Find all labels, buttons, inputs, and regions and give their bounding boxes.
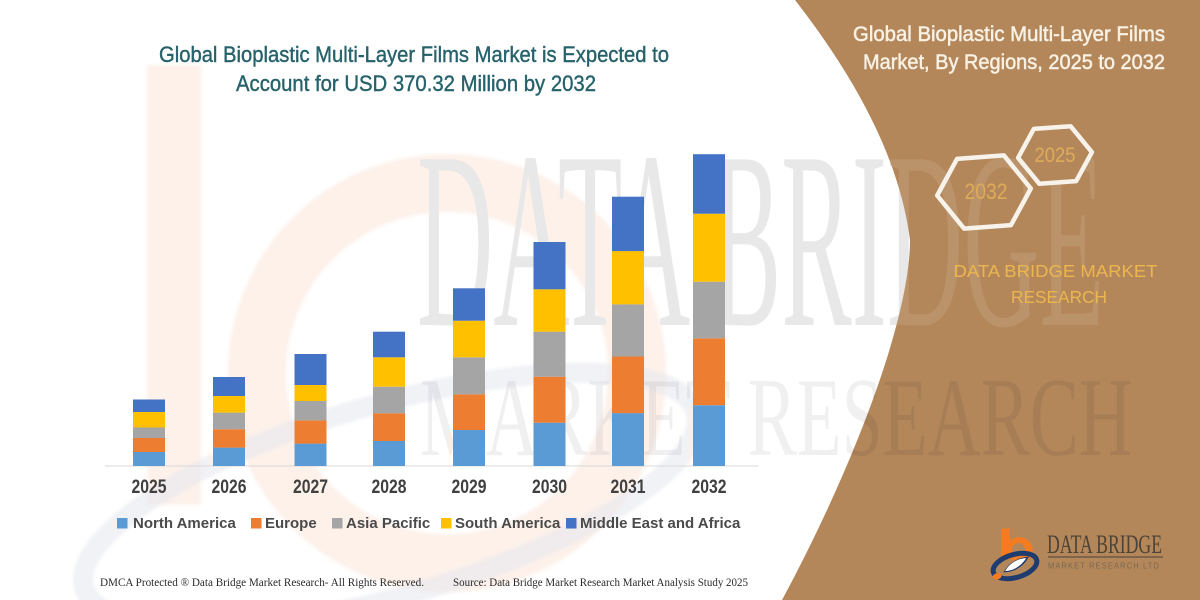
svg-text:2026: 2026 <box>212 477 247 498</box>
svg-text:2032: 2032 <box>965 179 1008 204</box>
svg-text:2025: 2025 <box>1035 144 1076 167</box>
svg-text:2029: 2029 <box>452 477 487 498</box>
svg-text:MARKET RESEARCH: MARKET RESEARCH <box>420 356 1132 480</box>
svg-text:North America: North America <box>133 515 236 532</box>
svg-text:Source: Data Bridge Market Res: Source: Data Bridge Market Research Mark… <box>453 575 748 589</box>
svg-text:DATA BRIDGE: DATA BRIDGE <box>1047 530 1162 559</box>
svg-text:Market, By Regions, 2025 to 20: Market, By Regions, 2025 to 2032 <box>863 51 1165 74</box>
svg-text:2031: 2031 <box>611 477 646 498</box>
svg-text:Global Bioplastic Multi-Layer: Global Bioplastic Multi-Layer Films <box>853 23 1165 46</box>
svg-text:Asia Pacific: Asia Pacific <box>346 515 430 532</box>
svg-text:DMCA Protected ® Data Bridge M: DMCA Protected ® Data Bridge Market Rese… <box>100 575 424 589</box>
svg-text:2025: 2025 <box>132 477 167 498</box>
svg-text:2032: 2032 <box>692 477 727 498</box>
svg-text:Global Bioplastic Multi-Layer: Global Bioplastic Multi-Layer Films Mark… <box>159 42 669 67</box>
svg-text:Account for USD 370.32 Million: Account for USD 370.32 Million by 2032 <box>236 71 596 96</box>
svg-text:2030: 2030 <box>532 477 567 498</box>
svg-text:DATA BRIDGE MARKET: DATA BRIDGE MARKET <box>954 261 1158 281</box>
svg-text:South America: South America <box>455 515 561 532</box>
svg-text:2027: 2027 <box>293 477 328 498</box>
svg-text:RESEARCH: RESEARCH <box>1011 287 1107 307</box>
svg-text:Middle East and Africa: Middle East and Africa <box>580 515 741 532</box>
svg-text:2028: 2028 <box>372 477 407 498</box>
svg-text:Europe: Europe <box>265 515 317 532</box>
svg-text:MARKET RESEARCH LTD: MARKET RESEARCH LTD <box>1048 562 1160 571</box>
